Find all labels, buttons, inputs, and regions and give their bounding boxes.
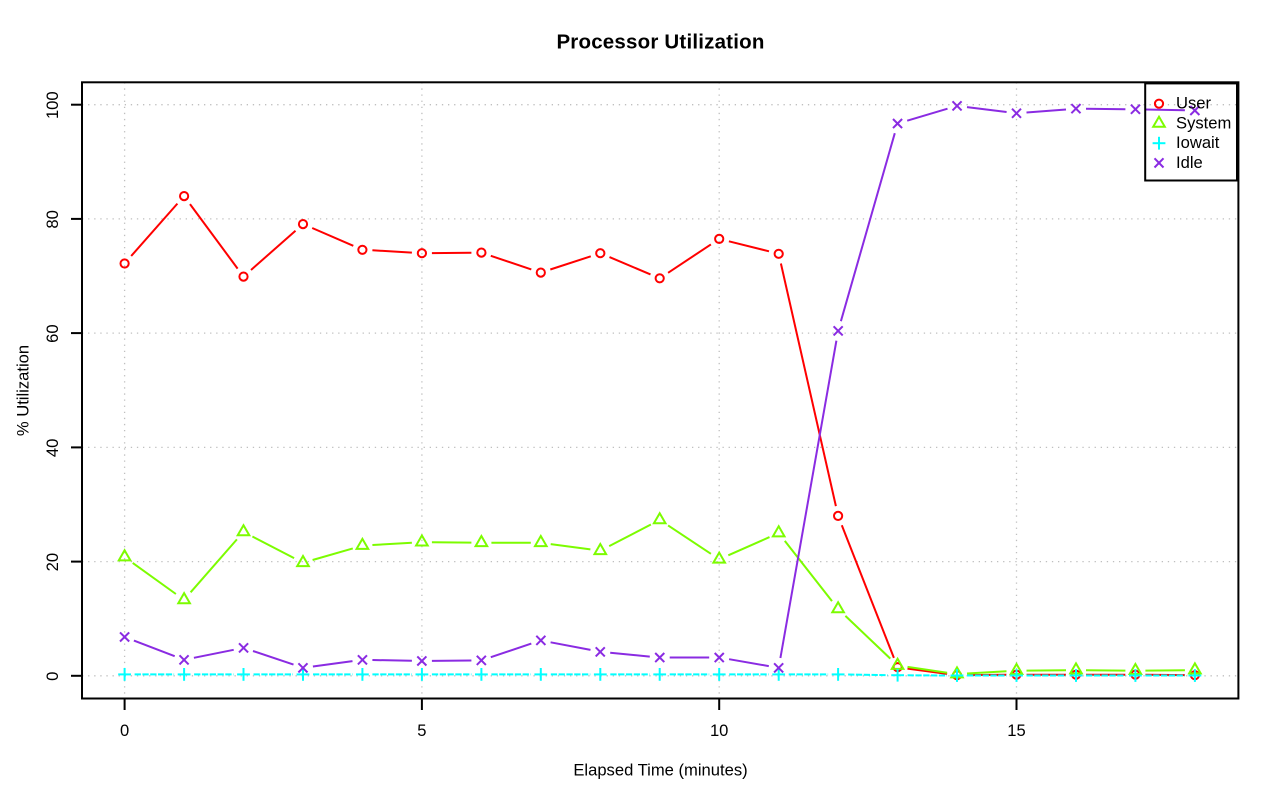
svg-text:0: 0 (120, 721, 129, 740)
svg-text:Elapsed Time (minutes): Elapsed Time (minutes) (573, 761, 747, 780)
svg-text:100: 100 (43, 91, 62, 119)
svg-text:Idle: Idle (1176, 153, 1203, 172)
svg-text:User: User (1176, 94, 1212, 113)
svg-text:10: 10 (710, 721, 728, 740)
svg-text:0: 0 (43, 672, 62, 681)
svg-text:Iowait: Iowait (1176, 133, 1220, 152)
svg-text:% Utilization: % Utilization (14, 345, 33, 436)
svg-text:20: 20 (43, 553, 62, 571)
svg-text:5: 5 (417, 721, 426, 740)
svg-text:System: System (1176, 113, 1231, 132)
svg-text:80: 80 (43, 210, 62, 228)
svg-text:40: 40 (43, 439, 62, 457)
svg-text:15: 15 (1007, 721, 1025, 740)
svg-text:Processor Utilization: Processor Utilization (556, 31, 764, 54)
svg-text:60: 60 (43, 324, 62, 342)
